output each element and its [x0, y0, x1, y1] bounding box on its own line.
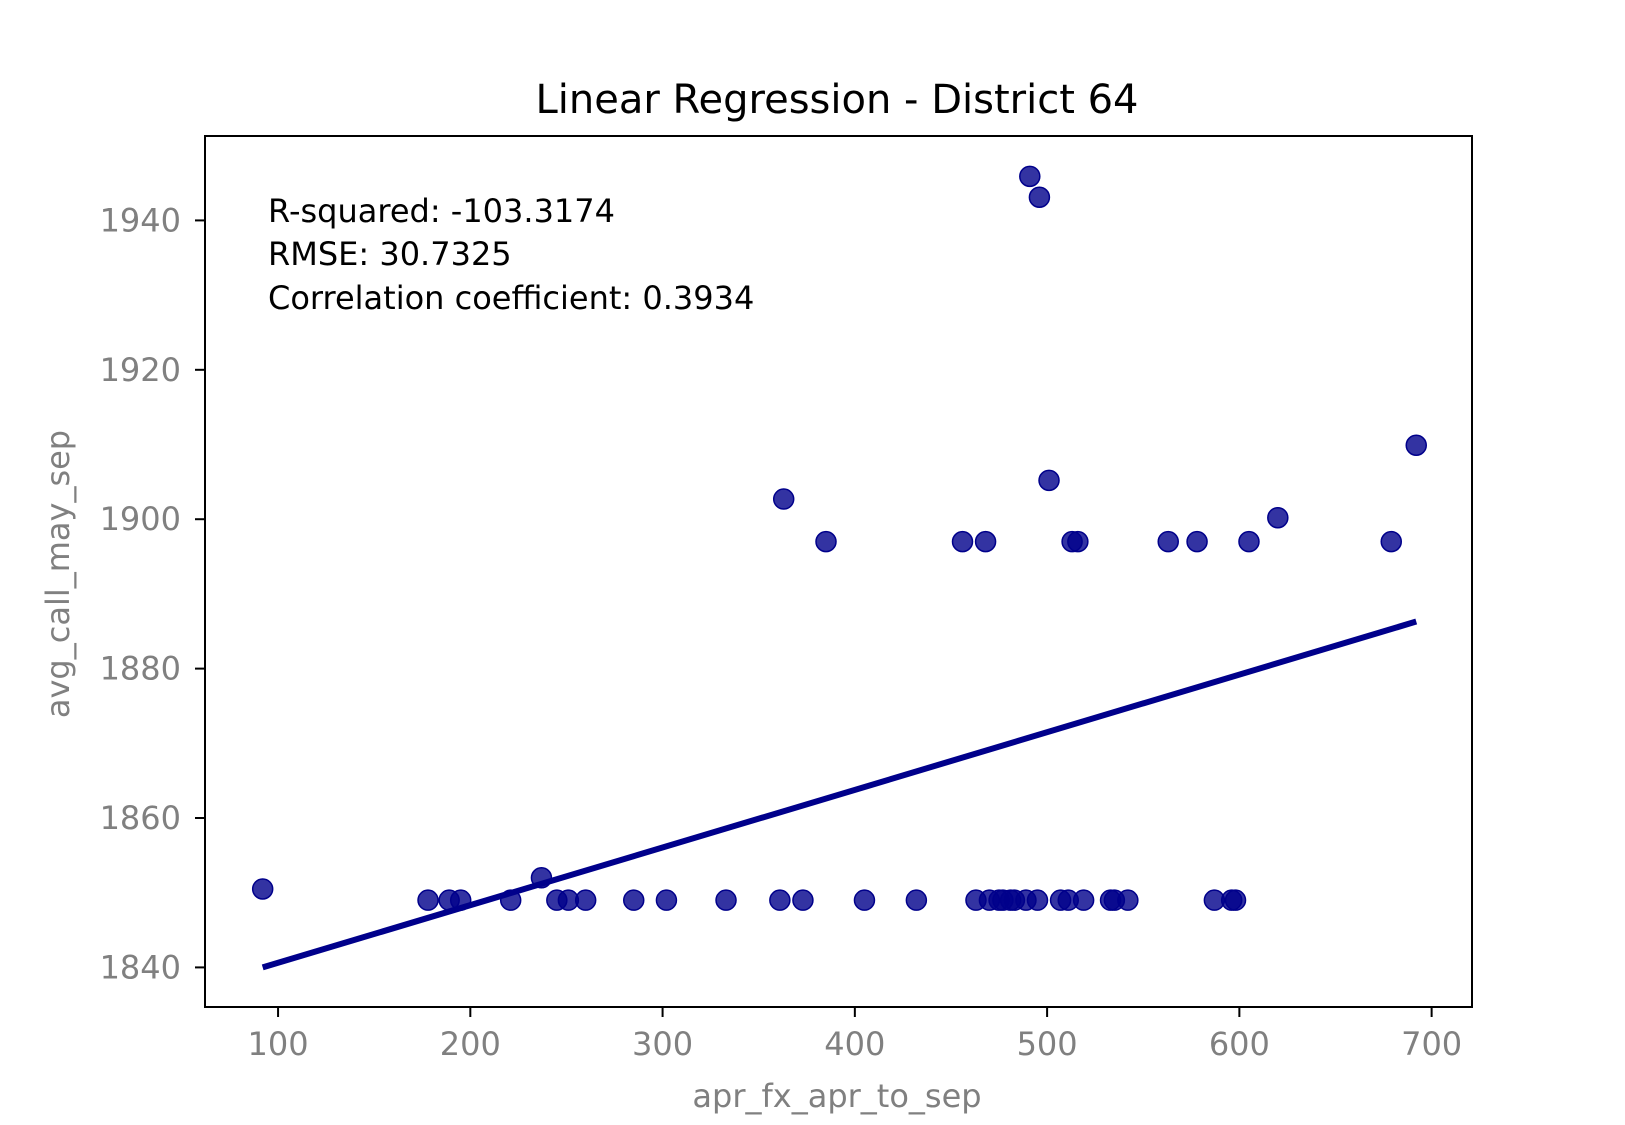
data-point	[1028, 186, 1051, 209]
data-point	[792, 889, 814, 911]
data-point	[1238, 530, 1260, 553]
y-tick-label: 1880	[100, 650, 181, 688]
x-tick-label: 100	[248, 1025, 309, 1063]
data-point	[1224, 889, 1247, 911]
x-tick-label: 400	[824, 1025, 885, 1063]
data-point	[251, 878, 274, 900]
y-tick-label: 1940	[100, 201, 181, 239]
data-point	[1117, 889, 1139, 911]
correlation-text: Correlation coefficient: 0.3934	[268, 279, 754, 317]
x-axis-ticks: 100 200 300 400 500 600 700	[248, 1007, 1462, 1063]
x-tick-label: 500	[1017, 1025, 1078, 1063]
stats-box: R-squared: -103.3174 RMSE: 30.7325 Corre…	[268, 192, 754, 317]
regression-line-group	[261, 618, 1418, 971]
data-point	[1405, 434, 1427, 457]
x-axis-label: apr_fx_apr_to_sep	[692, 1077, 981, 1115]
regression-line	[261, 618, 1418, 971]
x-tick-label: 700	[1401, 1025, 1462, 1063]
x-tick-label: 300	[632, 1025, 693, 1063]
data-point	[974, 530, 997, 553]
data-point	[905, 889, 928, 911]
data-point	[1019, 165, 1041, 188]
data-point	[417, 889, 439, 911]
data-point	[655, 889, 678, 911]
scatter-points	[251, 165, 1427, 911]
rmse-text: RMSE: 30.7325	[268, 235, 512, 273]
data-point	[1157, 530, 1179, 553]
x-tick-label: 600	[1209, 1025, 1270, 1063]
data-point	[815, 530, 837, 553]
data-point	[622, 889, 645, 911]
y-axis-label: avg_call_may_sep	[39, 430, 77, 718]
y-tick-label: 1920	[100, 351, 181, 389]
y-tick-label: 1860	[100, 799, 181, 837]
data-point	[1067, 530, 1089, 553]
r-squared-text: R-squared: -103.3174	[268, 192, 615, 230]
data-point	[1380, 530, 1403, 553]
x-tick-label: 200	[440, 1025, 501, 1063]
data-point	[1267, 506, 1289, 529]
y-tick-label: 1840	[100, 948, 181, 986]
data-point	[715, 889, 737, 911]
data-point	[772, 488, 795, 510]
data-point	[951, 530, 974, 553]
data-point	[1186, 530, 1208, 553]
data-point	[1072, 889, 1095, 911]
y-axis-ticks: 1840 1860 1880 1900 1920 1940	[100, 201, 205, 986]
plot-area	[204, 135, 1473, 1008]
data-point	[1026, 889, 1049, 911]
data-point	[769, 889, 791, 911]
y-tick-label: 1900	[100, 500, 181, 538]
data-point	[853, 889, 876, 911]
data-point	[574, 889, 597, 911]
data-point	[1038, 469, 1060, 492]
chart-title: Linear Regression - District 64	[536, 77, 1139, 123]
